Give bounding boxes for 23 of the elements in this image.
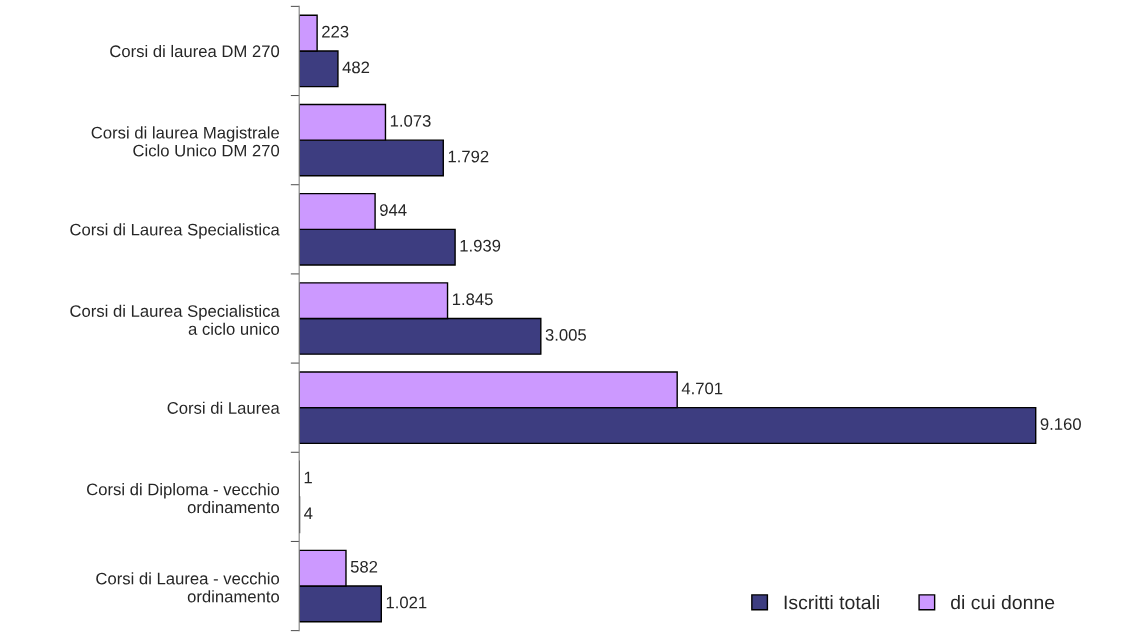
y-tick-label: Corsi di laurea Magistrale Ciclo Unico DM 270 xyxy=(91,126,280,157)
y-tick-label: Corsi di Laurea Specialistica a ciclo unico xyxy=(70,304,280,335)
y-tick-label: Corsi di Laurea Specialistica xyxy=(70,223,280,239)
data-label: 9.160 xyxy=(1040,418,1081,430)
data-label: 1.073 xyxy=(390,114,431,127)
y-tick-label: Corsi di laurea DM 270 xyxy=(110,44,280,58)
data-label: 482 xyxy=(342,61,370,74)
legend-label: di cui donne xyxy=(951,595,1055,610)
data-label: 4 xyxy=(304,507,313,520)
data-label: 4.701 xyxy=(681,382,723,395)
data-label: 1.845 xyxy=(452,293,493,306)
legend-label: Iscritti totali xyxy=(784,595,879,610)
y-tick-label: Corsi di Diploma - vecchio ordinamento xyxy=(87,483,280,514)
y-tick-label: Corsi di Laurea xyxy=(167,401,280,414)
data-label: 1.021 xyxy=(386,596,427,609)
data-label: 1 xyxy=(304,471,312,484)
data-label: 223 xyxy=(322,25,349,38)
data-label: 944 xyxy=(380,204,407,216)
data-label: 582 xyxy=(350,560,378,573)
data-label: 3.005 xyxy=(545,329,586,341)
data-label: 1.792 xyxy=(448,150,489,163)
data-label: 1.939 xyxy=(460,239,501,252)
y-tick-label: Corsi di Laurea - vecchio ordinamento xyxy=(96,572,280,603)
